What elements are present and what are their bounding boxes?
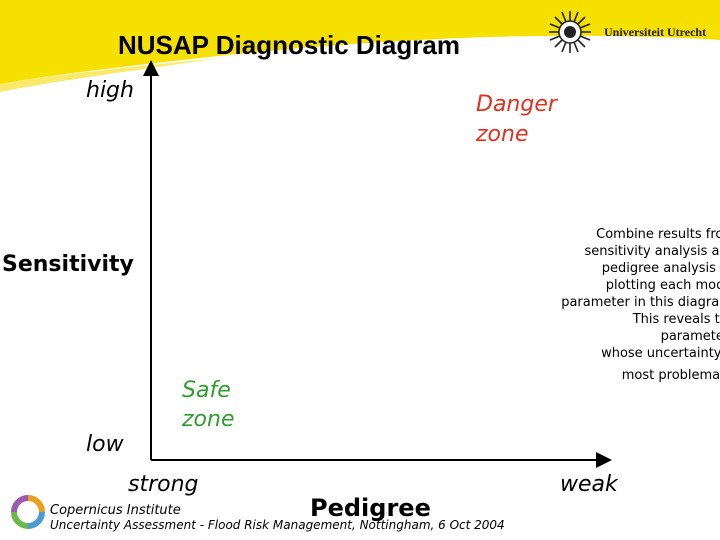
x-axis-weak-label: weak: [560, 472, 618, 497]
header-banner: [0, 0, 720, 92]
danger-zone-label: Danger zone: [476, 92, 557, 147]
y-axis-high-label: high: [86, 78, 134, 103]
x-axis-title: Pedigree: [310, 494, 431, 522]
institute-name: Copernicus Institute: [50, 503, 181, 518]
copernicus-logo-icon: [11, 495, 45, 529]
safe-zone-label: Safe zone: [182, 378, 235, 432]
university-name: Universiteit Utrecht: [604, 25, 707, 39]
y-axis-low-label: low: [86, 432, 124, 457]
explanation-text: Combine results from sensitivity analysi…: [561, 227, 720, 383]
y-axis-title: Sensitivity: [2, 252, 134, 277]
page-title: NUSAP Diagnostic Diagram: [118, 30, 460, 60]
x-axis-strong-label: strong: [128, 472, 199, 497]
university-seal-icon: [549, 11, 591, 53]
footer-citation: Uncertainty Assessment - Flood Risk Mana…: [50, 518, 505, 532]
